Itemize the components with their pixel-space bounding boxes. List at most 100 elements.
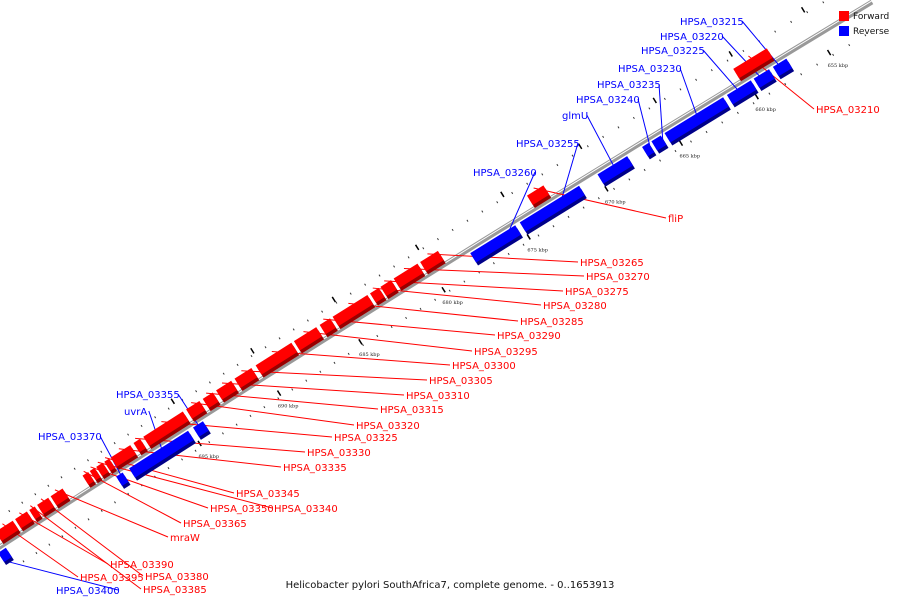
gene-label-mraW[interactable]: mraW: [170, 533, 200, 544]
major-tick: [276, 390, 282, 397]
major-tick: [678, 140, 684, 146]
gene-label-HPSA_03340[interactable]: HPSA_03340: [274, 504, 338, 515]
legend-label-forward: Forward: [853, 12, 889, 22]
gene-HPSA_03390[interactable]: [15, 511, 33, 529]
gene-label-HPSA_03345[interactable]: HPSA_03345: [236, 489, 300, 500]
gene-label-HPSA_03280[interactable]: HPSA_03280: [543, 301, 607, 312]
gene-HPSA_03210[interactable]: [733, 48, 773, 79]
gene-label-HPSA_03385[interactable]: HPSA_03385: [143, 585, 207, 596]
gene-HPSA_03215[interactable]: [772, 58, 793, 77]
gene-label-uvrA[interactable]: uvrA: [124, 407, 147, 418]
gene-label-HPSA_03235[interactable]: HPSA_03235: [597, 80, 661, 91]
gene-label-HPSA_03330[interactable]: HPSA_03330: [307, 448, 371, 459]
minor-tick-outer: [35, 551, 38, 555]
gene-label-glmU[interactable]: glmU: [562, 111, 588, 122]
gene-HPSA_03350[interactable]: [89, 467, 101, 481]
gene-mraW[interactable]: [50, 488, 69, 506]
gene-label-HPSA_03395[interactable]: HPSA_03395: [80, 573, 144, 584]
minor-tick-outer: [721, 121, 724, 124]
gene-label-HPSA_03285[interactable]: HPSA_03285: [520, 317, 584, 328]
gene-label-HPSA_03300[interactable]: HPSA_03300: [452, 361, 516, 372]
gene-HPSA_03340[interactable]: [96, 462, 109, 477]
minor-tick-inner: [496, 201, 499, 204]
gene-HPSA_03255[interactable]: [519, 185, 585, 232]
gene-HPSA_03345[interactable]: [104, 458, 116, 471]
gene-HPSA_03310[interactable]: [216, 380, 238, 400]
legend-label-reverse: Reverse: [853, 27, 890, 37]
minor-tick-inner: [127, 433, 130, 436]
gene-HPSA_03320[interactable]: [186, 400, 206, 419]
gene-label-HPSA_03310[interactable]: HPSA_03310: [406, 391, 470, 402]
major-tick: [526, 233, 531, 240]
gene-HPSA_03335[interactable]: [110, 445, 137, 467]
minor-tick-inner: [556, 163, 559, 167]
major-tick-inner: [414, 244, 420, 251]
gene-label-HPSA_03290[interactable]: HPSA_03290: [497, 331, 561, 342]
gene-HPSA_03295[interactable]: [293, 327, 323, 351]
gene-label-HPSA_03225[interactable]: HPSA_03225: [641, 46, 705, 57]
gene-label-HPSA_03240[interactable]: HPSA_03240: [576, 95, 640, 106]
gene-HPSA_03400[interactable]: [0, 547, 12, 563]
gene-HPSA_03395[interactable]: [0, 520, 19, 542]
gene-HPSA_03275[interactable]: [380, 280, 397, 297]
gene-label-HPSA_03335[interactable]: HPSA_03335: [283, 463, 347, 474]
gene-label-HPSA_03315[interactable]: HPSA_03315: [380, 405, 444, 416]
gene-HPSA_03355[interactable]: [192, 421, 209, 437]
gene-HPSA_03305[interactable]: [234, 367, 258, 388]
gene-HPSA_03270[interactable]: [393, 263, 424, 288]
minor-tick-inner: [292, 328, 295, 331]
gene-glmU[interactable]: [597, 156, 633, 184]
gene-label-HPSA_03275[interactable]: HPSA_03275: [565, 287, 629, 298]
gene-HPSA_03235[interactable]: [651, 135, 667, 151]
major-tick: [754, 93, 759, 100]
gene-HPSA_03300[interactable]: [255, 342, 298, 375]
gene-label-HPSA_03320[interactable]: HPSA_03320: [356, 421, 420, 432]
minor-tick-inner: [47, 484, 50, 487]
gene-HPSA_03240[interactable]: [642, 142, 655, 157]
gene-label-HPSA_03365[interactable]: HPSA_03365: [183, 519, 247, 530]
leader-line: [241, 370, 428, 381]
gene-label-HPSA_03355[interactable]: HPSA_03355: [116, 390, 180, 401]
gene-HPSA_03285[interactable]: [332, 294, 374, 327]
gene-label-HPSA_03265[interactable]: HPSA_03265: [580, 258, 644, 269]
gene-label-HPSA_03255[interactable]: HPSA_03255: [516, 139, 580, 150]
gene-HPSA_03380[interactable]: [37, 497, 55, 515]
gene-HPSA_03220[interactable]: [753, 69, 775, 89]
gene-HPSA_03325[interactable]: [143, 411, 189, 446]
gene-label-HPSA_03230[interactable]: HPSA_03230: [618, 64, 682, 75]
gene-label-HPSA_03260[interactable]: HPSA_03260: [473, 168, 537, 179]
gene-HPSA_03290[interactable]: [319, 318, 336, 335]
gene-HPSA_03385[interactable]: [29, 506, 41, 520]
tick-label: 675 kbp: [527, 247, 548, 253]
gene-label-HPSA_03350[interactable]: HPSA_03350: [210, 504, 274, 515]
gene-HPSA_03370[interactable]: [116, 472, 129, 486]
gene-HPSA_03280[interactable]: [369, 287, 385, 303]
gene-label-fliP[interactable]: fliP: [668, 214, 683, 225]
gene-label-HPSA_03215[interactable]: HPSA_03215: [680, 17, 744, 28]
gene-label-HPSA_03210[interactable]: HPSA_03210: [816, 105, 880, 116]
gene-label-HPSA_03220[interactable]: HPSA_03220: [660, 32, 724, 43]
minor-tick-inner: [393, 265, 396, 268]
gene-HPSA_03225[interactable]: [726, 80, 757, 105]
gene-label-HPSA_03400[interactable]: HPSA_03400: [56, 586, 120, 597]
gene-label-HPSA_03295[interactable]: HPSA_03295: [474, 347, 538, 358]
tick-label: 660 kbp: [755, 107, 776, 113]
gene-label-HPSA_03270[interactable]: HPSA_03270: [586, 272, 650, 283]
gene-HPSA_03315[interactable]: [202, 392, 219, 409]
minor-tick-outer: [567, 215, 570, 219]
gene-HPSA_03260[interactable]: [470, 225, 522, 263]
gene-fliP[interactable]: [526, 185, 550, 205]
minor-tick-outer: [537, 234, 540, 237]
gene-label-HPSA_03325[interactable]: HPSA_03325: [334, 433, 398, 444]
gene-HPSA_03265[interactable]: [420, 250, 444, 272]
leader-line: [54, 489, 169, 538]
gene-label-HPSA_03370[interactable]: HPSA_03370: [38, 432, 102, 443]
gene-HPSA_03330[interactable]: [133, 438, 146, 453]
gene-HPSA_03365[interactable]: [82, 472, 95, 485]
gene-label-HPSA_03380[interactable]: HPSA_03380: [145, 572, 209, 583]
gene-label-HPSA_03390[interactable]: HPSA_03390: [110, 560, 174, 571]
gene-label-HPSA_03305[interactable]: HPSA_03305: [429, 376, 493, 387]
gene-HPSA_03230[interactable]: [664, 97, 729, 143]
leader-line: [30, 505, 142, 590]
gene-uvrA[interactable]: [129, 430, 194, 478]
